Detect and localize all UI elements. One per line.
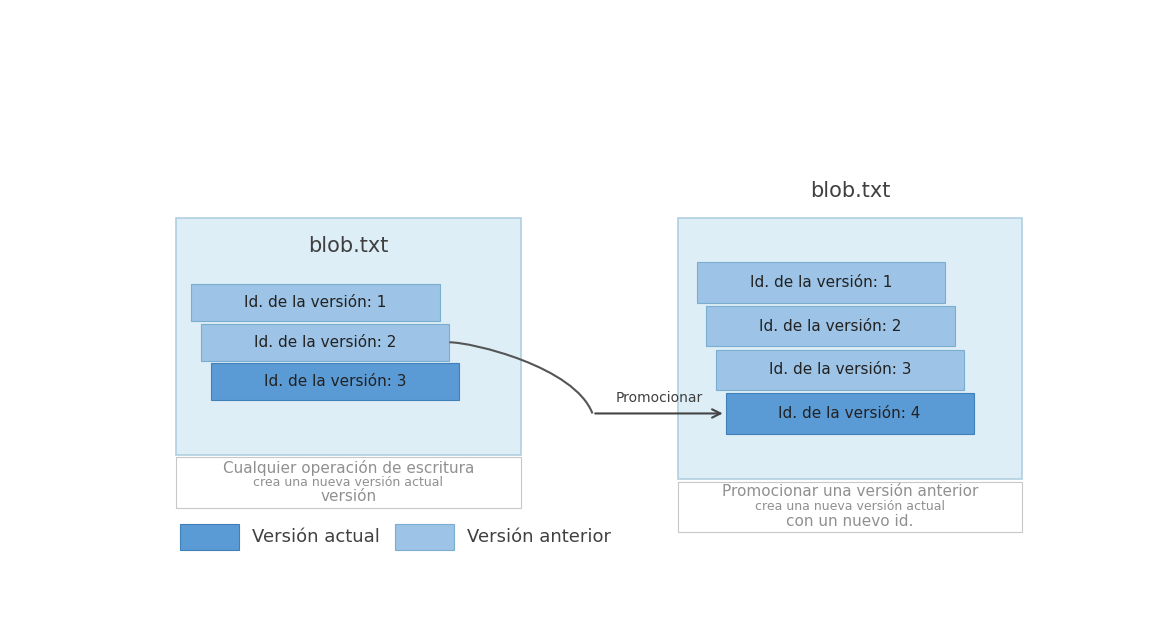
- Bar: [176, 218, 520, 455]
- Text: con un nuevo id.: con un nuevo id.: [786, 514, 913, 529]
- Text: Promocionar una versión anterior: Promocionar una versión anterior: [721, 484, 978, 499]
- Text: Id. de la versión: 3: Id. de la versión: 3: [769, 362, 911, 377]
- Bar: [180, 524, 238, 550]
- Text: Id. de la versión: 1: Id. de la versión: 1: [244, 295, 387, 310]
- Bar: [716, 350, 964, 390]
- Bar: [726, 393, 973, 434]
- Text: Versión actual: Versión actual: [252, 528, 380, 546]
- Bar: [677, 482, 1023, 533]
- Text: versión: versión: [320, 489, 377, 504]
- Text: Id. de la versión: 2: Id. de la versión: 2: [759, 319, 902, 333]
- Text: Promocionar: Promocionar: [615, 391, 703, 405]
- Bar: [176, 457, 520, 508]
- Text: crea una nueva versión actual: crea una nueva versión actual: [755, 501, 944, 514]
- Text: blob.txt: blob.txt: [309, 237, 388, 256]
- Text: blob.txt: blob.txt: [810, 181, 890, 202]
- Bar: [677, 218, 1023, 479]
- Text: Versión anterior: Versión anterior: [467, 528, 612, 546]
- Text: Cualquier operación de escritura: Cualquier operación de escritura: [223, 460, 474, 475]
- Text: Id. de la versión: 4: Id. de la versión: 4: [778, 406, 921, 421]
- Text: crea una nueva versión actual: crea una nueva versión actual: [253, 476, 443, 489]
- Bar: [395, 524, 453, 550]
- Bar: [192, 284, 439, 321]
- Bar: [706, 306, 955, 347]
- Text: Id. de la versión: 2: Id. de la versión: 2: [254, 335, 397, 350]
- Bar: [697, 263, 944, 303]
- Text: Id. de la versión: 3: Id. de la versión: 3: [264, 374, 406, 389]
- Text: Id. de la versión: 1: Id. de la versión: 1: [749, 275, 892, 290]
- Bar: [210, 364, 459, 400]
- Bar: [201, 324, 450, 360]
